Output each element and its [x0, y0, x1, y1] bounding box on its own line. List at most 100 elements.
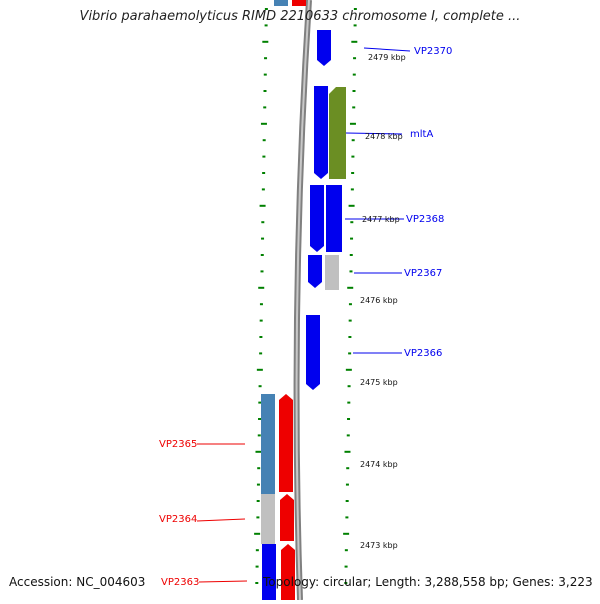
gene-feature-vp2363[interactable]: [262, 544, 276, 600]
gene-feature[interactable]: [281, 544, 295, 600]
gene-feature-vp2368[interactable]: [326, 185, 342, 252]
topology-summary: Topology: circular; Length: 3,288,558 bp…: [263, 575, 593, 589]
scale-tick: [256, 500, 260, 502]
scale-tick: [347, 401, 351, 404]
scale-tick: [344, 565, 348, 568]
scale-tick: [347, 385, 351, 388]
scale-tick: [353, 57, 357, 60]
scale-tick: [348, 336, 352, 338]
gene-feature[interactable]: [274, 0, 288, 6]
scale-tick: [258, 385, 262, 388]
gene-label-vp2363[interactable]: VP2363: [161, 577, 199, 588]
scale-tick: [349, 254, 353, 256]
scale-tick: [353, 8, 357, 10]
gene-label-vp2365[interactable]: VP2365: [159, 439, 197, 450]
scale-tick: [345, 516, 349, 519]
scale-tick: [350, 188, 354, 191]
gene-feature-vp2365[interactable]: [261, 394, 275, 494]
kbp-label: 2478 kbp: [365, 132, 403, 141]
scale-tick: [347, 418, 351, 420]
gene-feature[interactable]: [280, 494, 294, 541]
gene-label-vp2370[interactable]: VP2370: [414, 46, 452, 57]
scale-tick: [261, 237, 265, 240]
scale-tick: [255, 582, 259, 584]
gene-features: [261, 0, 346, 600]
gene-labels: VP2370 mltA VP2368 VP2367 VP2366 VP2365 …: [159, 46, 452, 588]
scale-tick: [259, 303, 263, 306]
kbp-scale-labels: 2479 kbp 2478 kbp 2477 kbp 2476 kbp 2475…: [360, 53, 406, 550]
scale-tick: [349, 122, 356, 125]
scale-tick: [256, 516, 260, 519]
accession-text: Accession: NC_004603: [9, 575, 146, 589]
scale-tick: [350, 237, 354, 240]
scale-tick: [345, 483, 349, 486]
scale-tick: [261, 188, 265, 191]
gene-feature[interactable]: [292, 0, 306, 6]
left-scale-ticks: [254, 8, 269, 584]
scale-tick: [262, 172, 266, 174]
gene-label-leader-lines: [196, 47, 411, 583]
scale-tick: [255, 565, 259, 568]
scale-tick: [343, 532, 350, 535]
scale-tick: [259, 336, 263, 338]
scale-tick: [258, 286, 265, 289]
scale-tick: [345, 500, 349, 502]
gene-feature[interactable]: [314, 86, 328, 179]
map-title: Vibrio parahaemolyticus RIMD 2210633 chr…: [79, 9, 521, 24]
kbp-label: 2479 kbp: [368, 53, 406, 62]
kbp-label: 2477 kbp: [362, 215, 400, 224]
scale-tick: [351, 172, 355, 174]
chromosome-backbone-highlight: [295, 0, 310, 601]
scale-tick: [348, 204, 355, 207]
kbp-label: 2473 kbp: [360, 541, 398, 550]
scale-tick: [348, 303, 352, 306]
scale-tick: [346, 434, 350, 437]
right-scale-ticks: [343, 8, 358, 584]
gene-label-mltA[interactable]: mltA: [410, 129, 433, 140]
gene-label-vp2368[interactable]: VP2368: [406, 214, 444, 225]
scale-tick: [353, 24, 357, 27]
scale-tick: [348, 352, 352, 355]
scale-tick: [344, 549, 348, 552]
scale-tick: [258, 401, 262, 404]
gene-feature[interactable]: [310, 185, 324, 252]
scale-tick: [347, 286, 354, 289]
kbp-label: 2475 kbp: [360, 378, 398, 387]
scale-tick: [263, 73, 267, 76]
gene-feature-vp2366[interactable]: [306, 315, 320, 390]
scale-tick: [264, 57, 268, 60]
scale-tick: [262, 155, 266, 158]
scale-tick: [258, 418, 262, 420]
scale-tick: [352, 73, 356, 76]
scale-tick: [346, 467, 350, 470]
gene-feature-vp2364[interactable]: [261, 494, 275, 544]
scale-tick: [260, 270, 264, 273]
scale-tick: [259, 204, 266, 207]
scale-tick: [262, 139, 266, 142]
scale-tick: [263, 106, 267, 109]
scale-tick: [350, 221, 354, 224]
gene-label-vp2366[interactable]: VP2366: [404, 348, 442, 359]
gene-feature-vp2367[interactable]: [325, 255, 339, 290]
kbp-label: 2476 kbp: [360, 296, 398, 305]
gene-feature-mltA[interactable]: [329, 87, 346, 179]
scale-tick: [348, 319, 352, 322]
gene-feature-vp2370[interactable]: [317, 30, 331, 66]
scale-tick: [344, 582, 348, 584]
gene-label-vp2364[interactable]: VP2364: [159, 514, 197, 525]
gene-label-vp2367[interactable]: VP2367: [404, 268, 442, 279]
gene-feature[interactable]: [308, 255, 322, 288]
scale-tick: [264, 24, 268, 27]
gene-feature[interactable]: [279, 394, 293, 492]
scale-tick: [260, 122, 267, 125]
scale-tick: [256, 483, 260, 486]
scale-tick: [351, 139, 355, 142]
scale-tick: [254, 532, 261, 535]
scale-tick: [261, 221, 265, 224]
scale-tick: [257, 434, 261, 437]
scale-tick: [351, 40, 358, 43]
scale-tick: [264, 8, 268, 10]
scale-tick: [262, 40, 269, 43]
